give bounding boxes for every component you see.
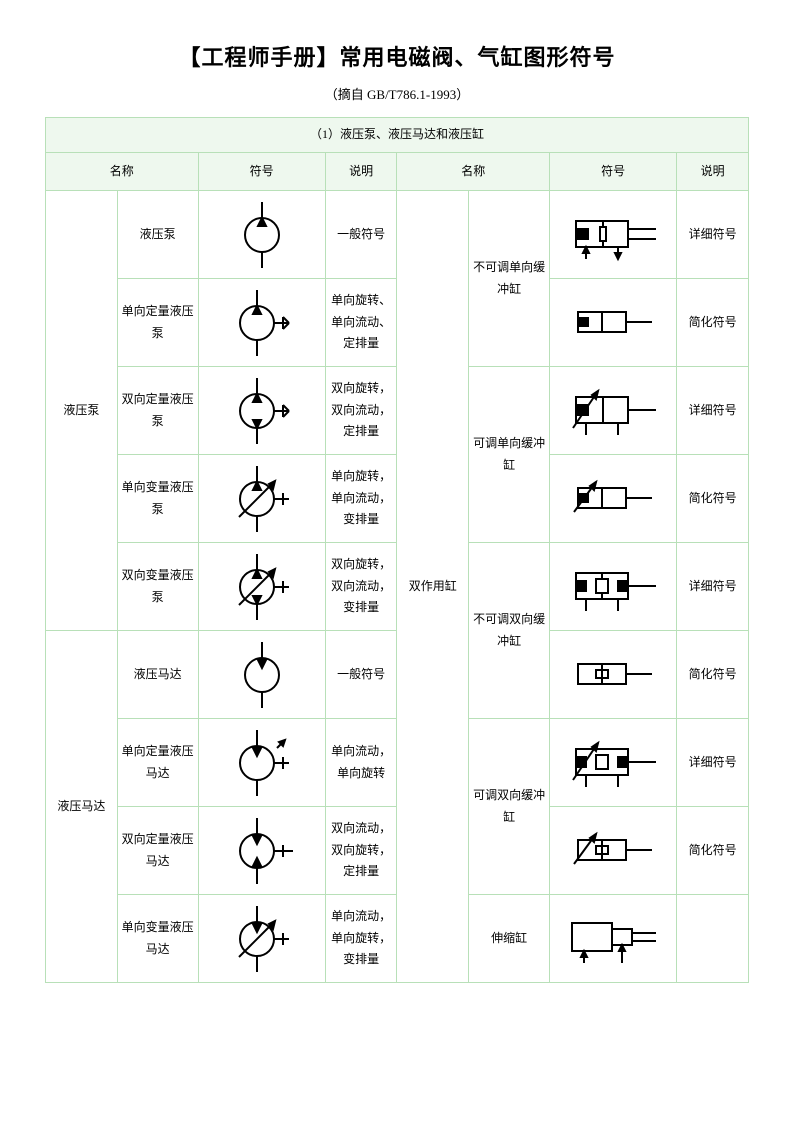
- group-motor: 液压马达: [46, 631, 118, 983]
- col-desc-2: 说明: [677, 152, 749, 191]
- rdesc-8: [677, 895, 749, 983]
- rdesc-5: 简化符号: [677, 631, 749, 719]
- symbol-motor-bi-fixed: [198, 807, 325, 895]
- symbol-cyl-5: [550, 631, 677, 719]
- rsub-6: 可调双向缓冲缸: [469, 719, 550, 895]
- symbol-motor-uni-fixed: [198, 719, 325, 807]
- rdesc-1: 简化符号: [677, 279, 749, 367]
- rdesc-2: 详细符号: [677, 367, 749, 455]
- sub-5: 液压马达: [117, 631, 198, 719]
- symbol-pump-bi-fixed: [198, 367, 325, 455]
- symbol-cyl-0: [550, 191, 677, 279]
- sub-1: 单向定量液压泵: [117, 279, 198, 367]
- symbol-table: （1）液压泵、液压马达和液压缸 名称 符号 说明 名称 符号 说明 液压泵 液压…: [45, 117, 749, 983]
- sub-8: 单向变量液压马达: [117, 895, 198, 983]
- symbol-cyl-1: [550, 279, 677, 367]
- symbol-pump-uni-var: [198, 455, 325, 543]
- rdesc-7: 简化符号: [677, 807, 749, 895]
- desc-8: 单向流动，单向旋转，变排量: [325, 895, 397, 983]
- symbol-pump-bi-var: [198, 543, 325, 631]
- rsub-2: 可调单向缓冲缸: [469, 367, 550, 543]
- desc-7: 双向流动，双向旋转，定排量: [325, 807, 397, 895]
- group-pump: 液压泵: [46, 191, 118, 631]
- desc-6: 单向流动，单向旋转: [325, 719, 397, 807]
- col-symbol-1: 符号: [198, 152, 325, 191]
- symbol-pump-uni-fixed: [198, 279, 325, 367]
- desc-0: 一般符号: [325, 191, 397, 279]
- sub-4: 双向变量液压泵: [117, 543, 198, 631]
- symbol-cyl-6: [550, 719, 677, 807]
- symbol-motor-uni-var: [198, 895, 325, 983]
- col-name-2: 名称: [397, 152, 550, 191]
- rsub-8: 伸缩缸: [469, 895, 550, 983]
- page-subtitle: （摘自 GB/T786.1-1993）: [45, 84, 749, 103]
- symbol-cyl-2: [550, 367, 677, 455]
- col-desc-1: 说明: [325, 152, 397, 191]
- section-title: （1）液压泵、液压马达和液压缸: [46, 118, 749, 153]
- symbol-cyl-3: [550, 455, 677, 543]
- sub-0: 液压泵: [117, 191, 198, 279]
- rdesc-4: 详细符号: [677, 543, 749, 631]
- rsub-0: 不可调单向缓冲缸: [469, 191, 550, 367]
- symbol-cyl-7: [550, 807, 677, 895]
- col-symbol-2: 符号: [550, 152, 677, 191]
- symbol-cyl-4: [550, 543, 677, 631]
- rsub-4: 不可调双向缓冲缸: [469, 543, 550, 719]
- symbol-pump-basic: [198, 191, 325, 279]
- desc-5: 一般符号: [325, 631, 397, 719]
- rdesc-6: 详细符号: [677, 719, 749, 807]
- desc-4: 双向旋转，双向流动，变排量: [325, 543, 397, 631]
- symbol-cyl-8: [550, 895, 677, 983]
- symbol-motor-basic: [198, 631, 325, 719]
- rdesc-0: 详细符号: [677, 191, 749, 279]
- sub-6: 单向定量液压马达: [117, 719, 198, 807]
- sub-3: 单向变量液压泵: [117, 455, 198, 543]
- group-cylinder: 双作用缸: [397, 191, 469, 983]
- desc-2: 双向旋转，双向流动，定排量: [325, 367, 397, 455]
- page-title: 【工程师手册】常用电磁阀、气缸图形符号: [45, 40, 749, 72]
- sub-2: 双向定量液压泵: [117, 367, 198, 455]
- desc-3: 单向旋转，单向流动，变排量: [325, 455, 397, 543]
- col-name-1: 名称: [46, 152, 199, 191]
- desc-1: 单向旋转、单向流动、定排量: [325, 279, 397, 367]
- rdesc-3: 简化符号: [677, 455, 749, 543]
- sub-7: 双向定量液压马达: [117, 807, 198, 895]
